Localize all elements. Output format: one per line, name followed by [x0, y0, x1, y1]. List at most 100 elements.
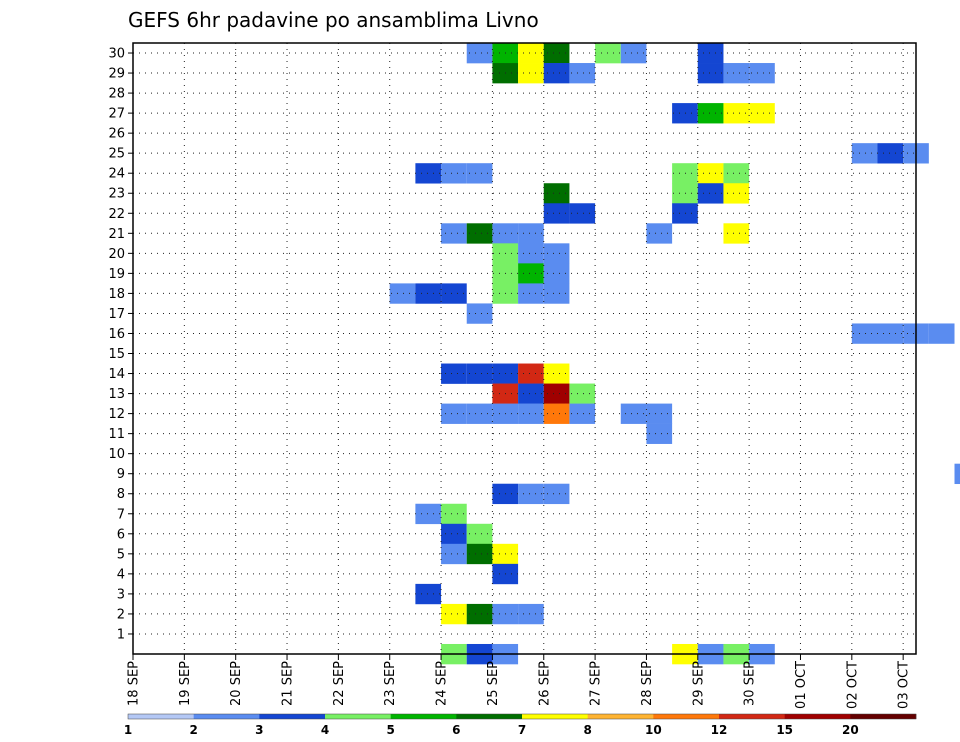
x-tick-label: 29 SEP [691, 661, 706, 706]
heatmap-cell [646, 223, 673, 244]
heatmap-cell [672, 183, 698, 204]
y-tick-label: 5 [117, 547, 125, 562]
colorbar-segment [193, 714, 260, 719]
colorbar-label: 1 [124, 723, 132, 737]
heatmap-cell [569, 383, 596, 404]
y-tick-label: 17 [108, 307, 125, 322]
x-tick-label: 01 OCT [794, 661, 809, 709]
heatmap-cell [543, 363, 570, 384]
heatmap-cell [543, 403, 570, 424]
y-tick-label: 25 [108, 147, 125, 162]
colorbar-frame [127, 713, 917, 720]
heatmap-cell [466, 403, 493, 424]
heatmap-cell [543, 63, 570, 84]
heatmap-cell [543, 283, 570, 304]
heatmap-cell [441, 163, 467, 184]
x-tick-label: 20 SEP [229, 661, 244, 706]
plot-frame [132, 42, 917, 655]
heatmap-cell [389, 283, 416, 304]
heatmap-cell [466, 163, 493, 184]
colorbar-label: 2 [189, 723, 197, 737]
colorbar-label: 7 [518, 723, 526, 737]
colorbar-segment [390, 714, 457, 719]
heatmap-cell [518, 43, 544, 64]
x-tick-label: 22 SEP [332, 661, 347, 706]
heatmap-cell [723, 183, 750, 204]
heatmap-cell [954, 463, 960, 485]
y-tick-label: 4 [117, 567, 125, 582]
heatmap-cell [518, 63, 544, 84]
heatmap-cell [646, 403, 673, 424]
x-tick-label: 18 SEP [127, 661, 142, 706]
heatmap-cell [543, 203, 570, 224]
x-tick-label: 27 SEP [589, 661, 604, 706]
heatmap-cell [723, 163, 750, 184]
heatmap-cell [518, 363, 544, 384]
heatmap-cell [518, 403, 544, 424]
y-tick-label: 19 [108, 267, 125, 282]
heatmap-cell [697, 103, 724, 124]
colorbar-label: 20 [842, 723, 859, 737]
y-tick-label: 20 [108, 247, 125, 262]
heatmap-cell [466, 303, 493, 324]
y-tick-label: 30 [108, 47, 125, 62]
heatmap-cell [466, 543, 493, 565]
colorbar-segment [587, 714, 654, 719]
colorbar-segment [128, 714, 194, 719]
heatmap-cell [646, 423, 673, 444]
colorbar-legend: 1 2 3 4 5 6 7 8 10 12 15 20 [124, 713, 917, 737]
y-tick-label: 28 [108, 87, 125, 102]
x-tick-label: 26 SEP [537, 661, 552, 706]
heatmap-cell [543, 43, 570, 64]
heatmap-cell [466, 523, 493, 545]
y-tick-label: 18 [108, 287, 125, 302]
heatmap-cell [620, 43, 647, 64]
y-tick-label: 27 [108, 107, 125, 122]
heatmap-cell [672, 103, 698, 124]
heatmap-cell [441, 283, 467, 304]
x-tick-label: 23 SEP [383, 661, 398, 706]
y-tick-label: 8 [117, 487, 125, 502]
y-tick-label: 3 [117, 587, 125, 602]
colorbar-label: 10 [645, 723, 662, 737]
y-tick-label: 22 [108, 207, 125, 222]
y-tick-label: 11 [108, 427, 125, 442]
colorbar-segment [456, 714, 523, 719]
heatmap-cell [518, 483, 544, 505]
heatmap-cell [620, 403, 647, 424]
y-tick-label: 7 [117, 507, 125, 522]
heatmap-cell [518, 383, 544, 404]
heatmap-cell [415, 163, 442, 184]
heatmap-cell [441, 223, 467, 244]
colorbar-label: 3 [255, 723, 263, 737]
heatmap-cell [518, 603, 544, 625]
heatmap-cell [518, 283, 544, 304]
y-tick-label: 26 [108, 127, 125, 142]
y-tick-label: 2 [117, 607, 125, 622]
grid-lines [133, 43, 916, 654]
y-tick-label: 13 [108, 387, 125, 402]
y-tick-label: 29 [108, 67, 125, 82]
heatmap-cell [928, 323, 955, 344]
colorbar-segment [850, 714, 917, 719]
heatmap-cell [851, 143, 878, 164]
heatmap-cell [415, 583, 442, 605]
y-tick-label: 24 [108, 167, 125, 182]
heatmap-cell [723, 103, 750, 124]
y-tick-label: 14 [108, 367, 125, 382]
x-tick-label: 28 SEP [640, 661, 655, 706]
heatmap-cell [441, 503, 467, 525]
x-tick-label: 24 SEP [435, 661, 450, 706]
heatmap-cell [569, 63, 596, 84]
x-tick-label: 19 SEP [178, 661, 193, 706]
colorbar-segment [522, 714, 588, 719]
colorbar-label: 15 [776, 723, 793, 737]
heatmap-cells [389, 43, 960, 665]
colorbar-segment [259, 714, 326, 719]
heatmap-cell [569, 403, 596, 424]
heatmap-cell [697, 63, 724, 84]
colorbar-label: 4 [321, 723, 329, 737]
y-axis: 1234567891011121314151617181920212223242… [108, 47, 133, 642]
heatmap-cell [749, 103, 775, 124]
